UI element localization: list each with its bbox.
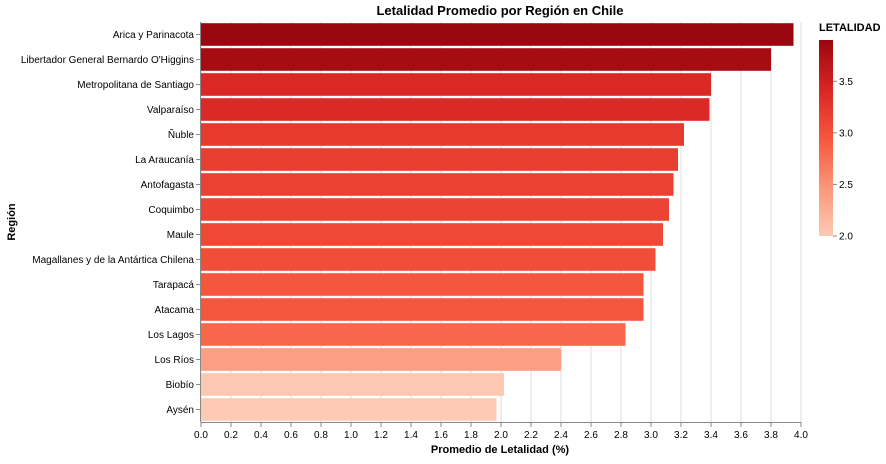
- y-tick-label: Atacama: [155, 305, 195, 316]
- x-tick-label: 3.4: [704, 430, 718, 441]
- x-tick-label: 2.4: [554, 430, 568, 441]
- legend-tick-label: 2.0: [839, 232, 853, 243]
- legend-gradient-bar: [819, 40, 833, 236]
- y-axis-title: Región: [6, 203, 18, 241]
- y-tick-label: Antofagasta: [141, 180, 195, 191]
- bar: [201, 73, 711, 96]
- x-axis: 0.0 0.2 0.4 0.6 0.8 1.0 1.2 1.4 1.6 1.8 2.0 2.2 2.4 2…: [194, 422, 808, 441]
- y-tick-label: Metropolitana de Santiago: [77, 80, 194, 91]
- y-tick-label: Coquimbo: [148, 205, 194, 216]
- legend-tick-label: 3.0: [839, 128, 853, 139]
- y-tick-label: Ñuble: [168, 128, 195, 141]
- x-axis-title: Promedio de Letalidad (%): [431, 444, 569, 456]
- x-tick-label: 3.6: [734, 430, 748, 441]
- y-tick-label: Los Lagos: [148, 330, 194, 341]
- bar: [201, 298, 644, 321]
- legend-title: LETALIDAD: [819, 22, 881, 34]
- legend-ticks: 3.5 3.0 2.5 2.0: [833, 77, 853, 243]
- bar: [201, 198, 669, 221]
- bars: [201, 23, 794, 421]
- y-tick-label: Arica y Parinacota: [113, 30, 195, 41]
- bar: [201, 48, 771, 71]
- x-tick-label: 2.2: [524, 430, 538, 441]
- y-tick-label: Los Ríos: [155, 355, 194, 366]
- bar: [201, 273, 644, 296]
- x-tick-label: 2.0: [494, 430, 508, 441]
- bar: [201, 98, 710, 121]
- bar: [201, 223, 663, 246]
- bar: [201, 23, 794, 46]
- x-tick-label: 3.0: [644, 430, 658, 441]
- bar: [201, 248, 656, 271]
- y-tick-label: Biobío: [166, 380, 195, 391]
- bar: [201, 173, 674, 196]
- bar: [201, 348, 561, 371]
- y-tick-label: La Araucanía: [135, 155, 194, 166]
- x-tick-label: 0.8: [314, 430, 328, 441]
- x-tick-label: 4.0: [794, 430, 808, 441]
- x-tick-label: 1.0: [344, 430, 358, 441]
- x-tick-label: 3.8: [764, 430, 778, 441]
- chart-title: Letalidad Promedio por Región en Chile: [376, 3, 623, 18]
- color-legend: LETALIDAD 3.5 3.0 2.5 2.0: [819, 22, 881, 243]
- x-tick-label: 3.2: [674, 430, 688, 441]
- legend-tick-label: 3.5: [839, 77, 853, 88]
- y-tick-label: Libertador General Bernardo O'Higgins: [21, 55, 194, 66]
- y-tick-label: Aysén: [166, 405, 194, 416]
- y-tick-label: Magallanes y de la Antártica Chilena: [32, 255, 194, 266]
- y-tick-label: Valparaíso: [147, 105, 195, 116]
- bar: [201, 148, 678, 171]
- x-tick-label: 0.6: [284, 430, 298, 441]
- x-tick-label: 1.4: [404, 430, 418, 441]
- x-tick-label: 1.6: [434, 430, 448, 441]
- x-tick-label: 0.2: [224, 430, 238, 441]
- y-tick-label: Maule: [167, 230, 195, 241]
- bar: [201, 373, 504, 396]
- y-axis: Arica y Parinacota Libertador General Ber…: [21, 22, 201, 422]
- x-tick-label: 1.8: [464, 430, 478, 441]
- legend-tick-label: 2.5: [839, 180, 853, 191]
- x-tick-label: 2.8: [614, 430, 628, 441]
- bar: [201, 398, 497, 421]
- y-tick-label: Tarapacá: [153, 280, 195, 291]
- x-tick-label: 0.4: [254, 430, 268, 441]
- x-tick-label: 2.6: [584, 430, 598, 441]
- x-tick-label: 1.2: [374, 430, 388, 441]
- bar: [201, 123, 684, 146]
- bar: [201, 323, 626, 346]
- x-tick-label: 0.0: [194, 430, 208, 441]
